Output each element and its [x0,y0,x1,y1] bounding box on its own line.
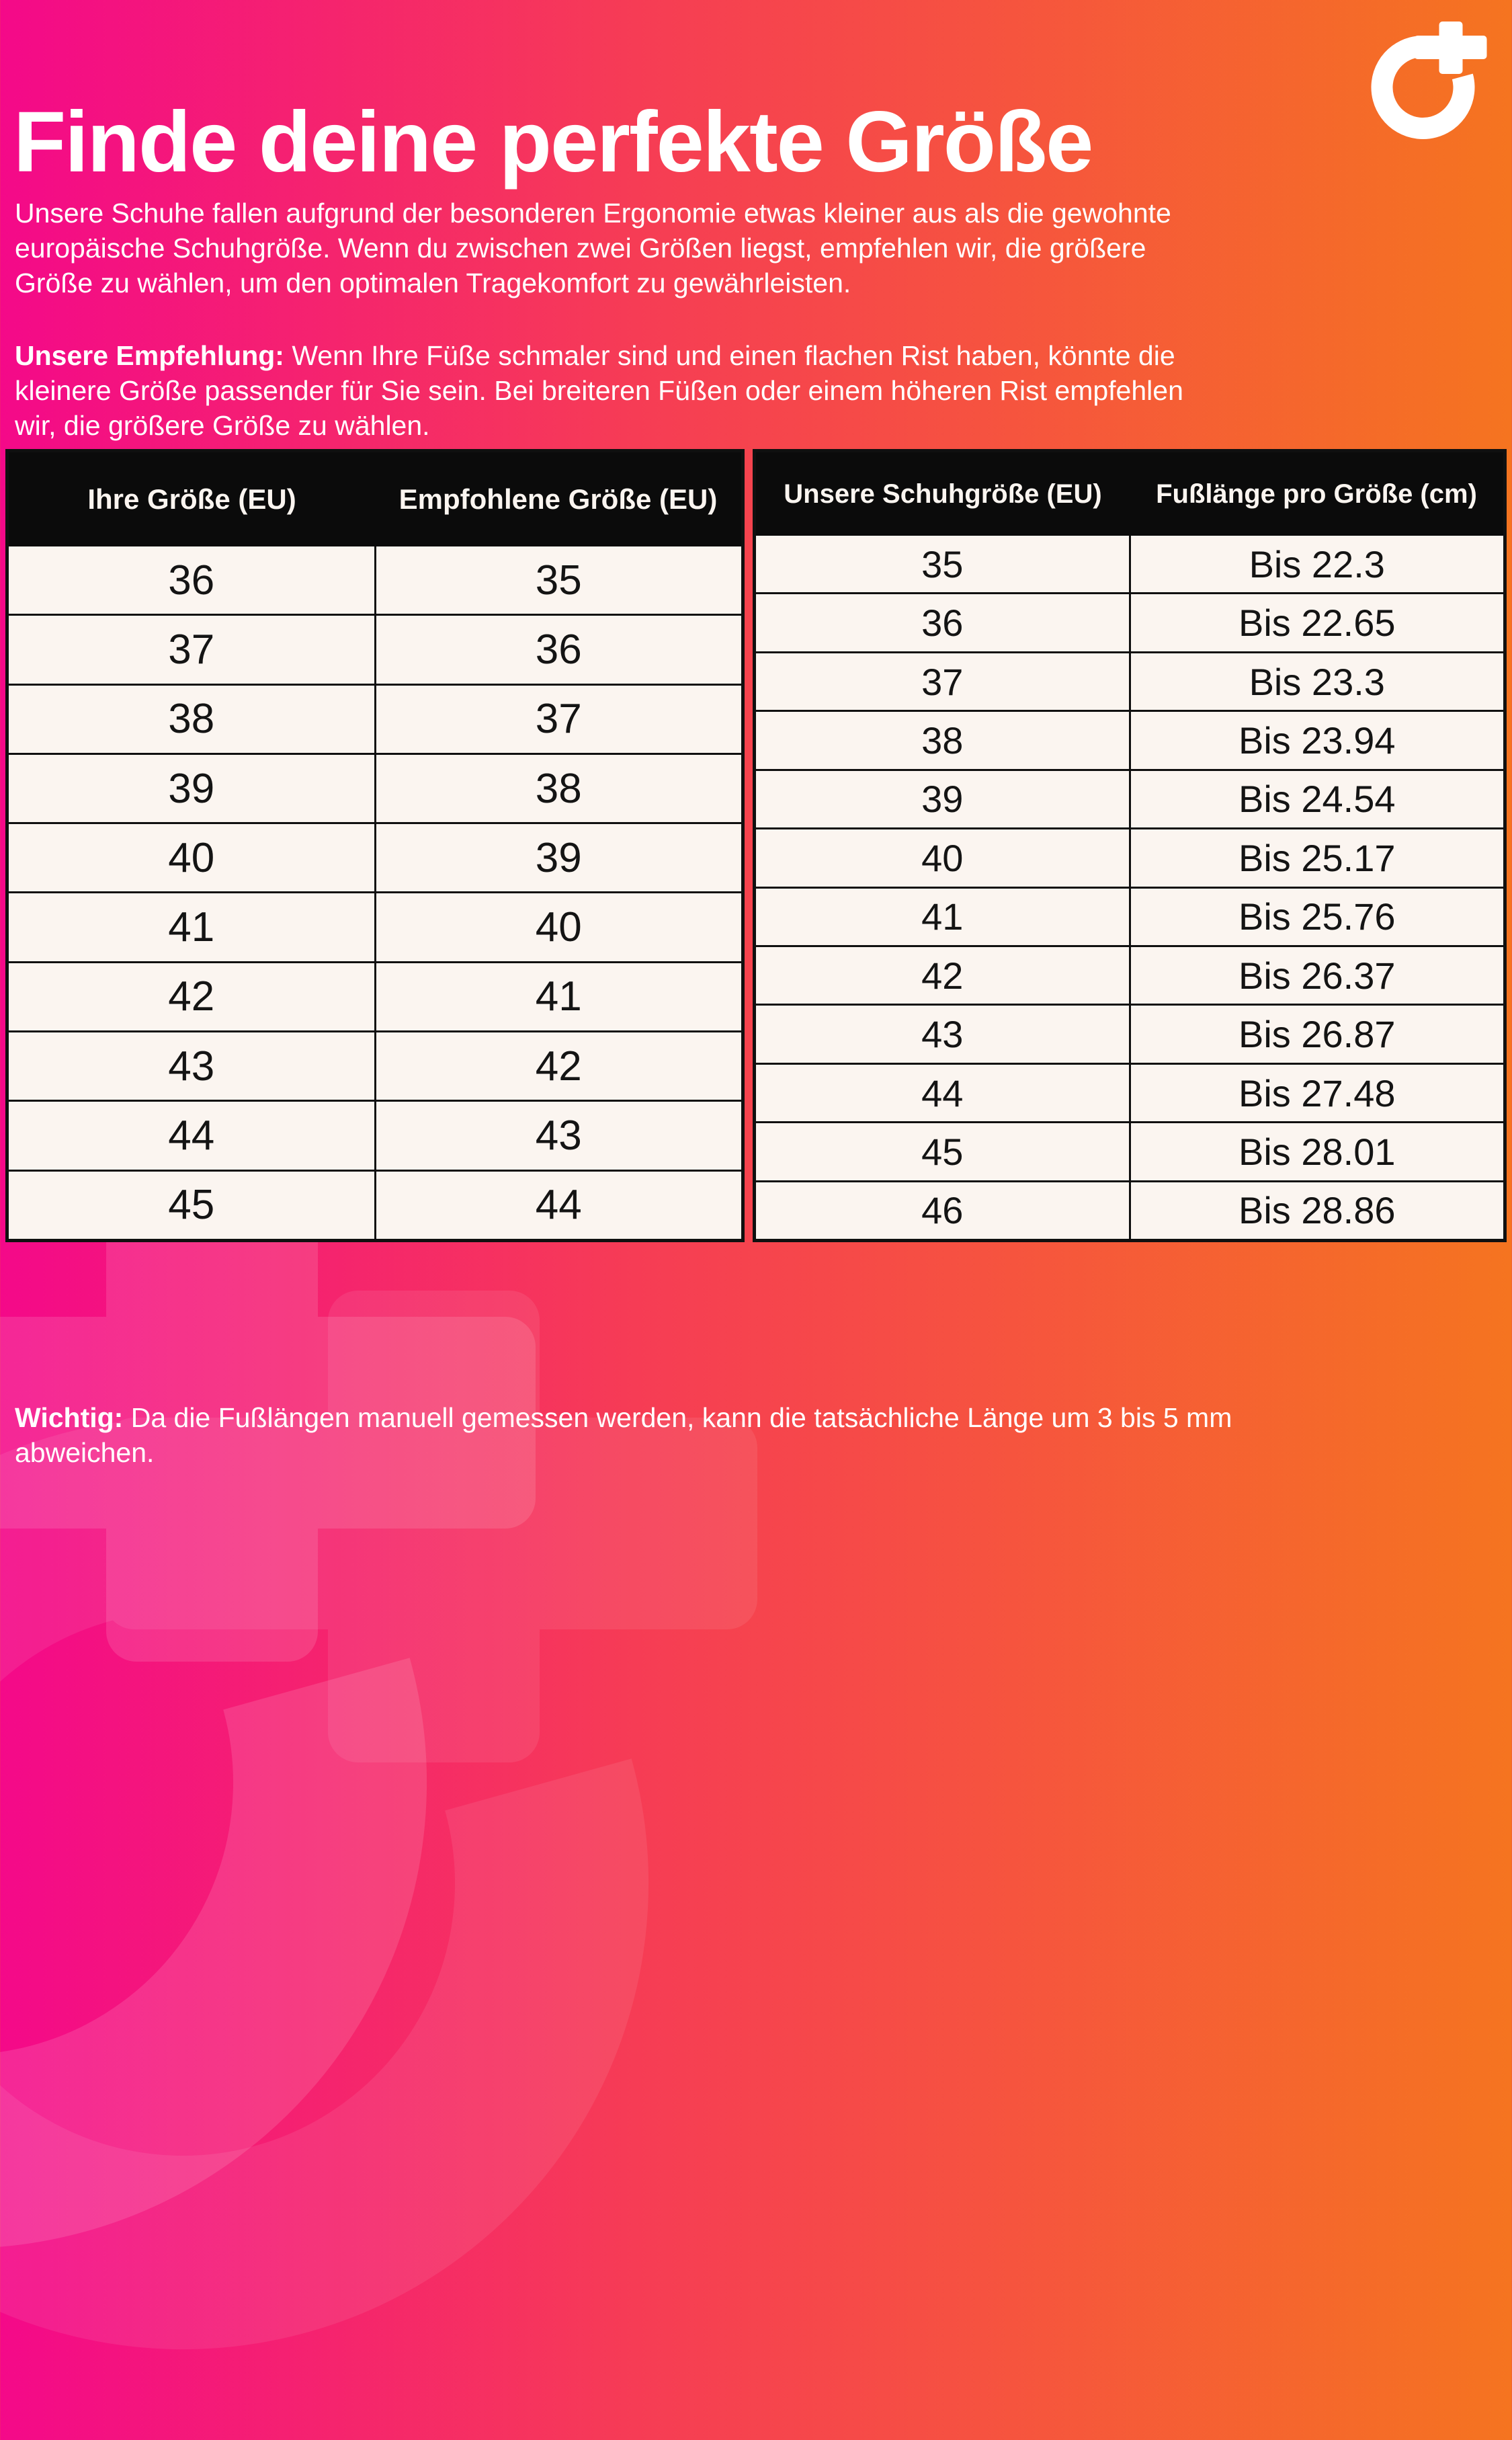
table-cell: Bis 24.54 [1128,770,1504,828]
table-row: 37 Bis 23.3 [756,651,1503,710]
note-label: Wichtig: [15,1402,124,1433]
recommendation-text: Wenn Ihre Füße schmaler sind und einen f… [15,340,1183,441]
table-row: 44 Bis 27.48 [756,1062,1504,1122]
table-header-row: Unsere Schuhgröße (EU) Fußlänge pro Größe… [756,452,1503,536]
page-title: Finde deine perfekte Größe [13,93,1093,190]
table-row: 39 38 [9,752,742,823]
table-cell: Bis 25.17 [1128,829,1504,887]
table-cell: 42 [921,954,964,997]
table-cell: 42 [374,1032,742,1100]
table-cell: 46 [921,1189,964,1232]
table-row: 40 Bis 25.17 [756,827,1504,887]
table-row: 38 Bis 23.94 [756,710,1504,769]
o-plus-logo-icon [1371,22,1487,139]
table-row: 40 39 [9,822,742,892]
table-cell: 39 [921,778,964,821]
table-cell: 44 [374,1171,742,1239]
table-cell: 43 [921,1013,964,1056]
table-row: 45 44 [9,1169,742,1239]
table-cell: Bis 26.87 [1128,1006,1504,1063]
table-row: 38 37 [9,683,742,753]
table-cell: 37 [374,685,742,753]
table-cell: 41 [921,895,964,938]
table-cell: 41 [374,963,742,1031]
recommendation-paragraph: Unsere Empfehlung: Wenn Ihre Füße schmal… [15,338,1499,443]
table-cell: Bis 23.94 [1128,712,1504,769]
table-row: 43 42 [9,1030,741,1100]
table-row: 35 Bis 22.3 [756,536,1504,593]
table-row: 44 43 [9,1100,742,1170]
table-row: 39 Bis 24.54 [756,768,1504,828]
table-cell: 37 [921,660,964,703]
table-cell: 38 [168,696,215,743]
table-cell: Bis 28.01 [1128,1123,1504,1180]
note-paragraph: Wichtig: Da die Fußlängen manuell gemess… [15,1400,1499,1470]
foot-length-table: Unsere Schuhgröße (EU) Fußlänge pro Größe… [753,449,1507,1242]
table-cell: 43 [168,1043,215,1090]
table-cell: 37 [168,626,215,673]
intro-paragraph: Unsere Schuhe fallen aufgrund der besond… [15,198,1171,298]
table-cell: Bis 26.37 [1128,946,1504,1004]
table-body: 36 35 37 36 38 37 39 38 40 39 41 40 42 41 43 42 44 43 45 44 [9,546,741,1239]
table-row: 36 35 [9,546,741,614]
table-cell: 44 [168,1112,215,1160]
table-cell: 43 [374,1102,742,1170]
column-header: Fußlänge pro Größe (cm) [1156,479,1477,509]
table-cell: 36 [168,557,215,604]
table-row: 37 36 [9,614,742,684]
table-cell: 42 [168,973,215,1020]
table-cell: 38 [921,719,964,762]
table-row: 36 Bis 22.65 [756,592,1503,651]
watermark-logo-icon [0,1190,536,2248]
table-cell: Bis 27.48 [1128,1064,1504,1122]
table-cell: 39 [374,824,742,892]
table-cell: 41 [168,904,215,951]
table-cell: 38 [374,754,742,823]
table-cell: Bis 22.65 [1128,594,1504,651]
table-cell: Bis 25.76 [1128,888,1504,945]
table-row: 42 41 [9,961,742,1031]
table-cell: 40 [374,893,742,961]
column-header: Ihre Größe (EU) [87,483,296,515]
table-cell: 40 [168,834,215,881]
size-conversion-table: Ihre Größe (EU) Empfohlene Größe (EU) 36 3… [5,449,745,1242]
table-cell: 39 [168,765,215,812]
column-header: Empfohlene Größe (EU) [398,483,718,515]
table-cell: 44 [921,1071,964,1114]
table-row: 41 Bis 25.76 [756,886,1504,945]
table-cell: 45 [921,1130,964,1173]
table-cell: Bis 23.3 [1128,653,1504,710]
column-header: Unsere Schuhgröße (EU) [784,479,1102,509]
table-cell: Bis 28.86 [1128,1182,1504,1239]
table-row: 43 Bis 26.87 [756,1004,1504,1063]
table-cell: 36 [921,602,964,645]
table-body: 35 Bis 22.3 36 Bis 22.65 37 Bis 23.3 38 Bis 23.… [756,536,1503,1239]
table-header-row: Ihre Größe (EU) Empfohlene Größe (EU) [9,452,741,546]
table-cell: 36 [374,616,742,684]
table-cell: 35 [921,542,964,585]
table-row: 46 Bis 28.86 [756,1180,1503,1239]
note-text: Da die Fußlängen manuell gemessen werden… [15,1402,1232,1468]
table-row: 42 Bis 26.37 [756,944,1504,1004]
table-cell: 35 [374,546,742,614]
table-cell: 40 [921,836,964,879]
table-cell: 45 [168,1182,215,1229]
size-guide-infographic: { "page": { "title": "Finde deine perfek… [0,0,1512,1512]
table-row: 41 40 [9,891,741,961]
table-cell: Bis 22.3 [1128,536,1504,593]
recommendation-label: Unsere Empfehlung: [15,340,284,371]
table-row: 45 Bis 28.01 [756,1121,1503,1180]
